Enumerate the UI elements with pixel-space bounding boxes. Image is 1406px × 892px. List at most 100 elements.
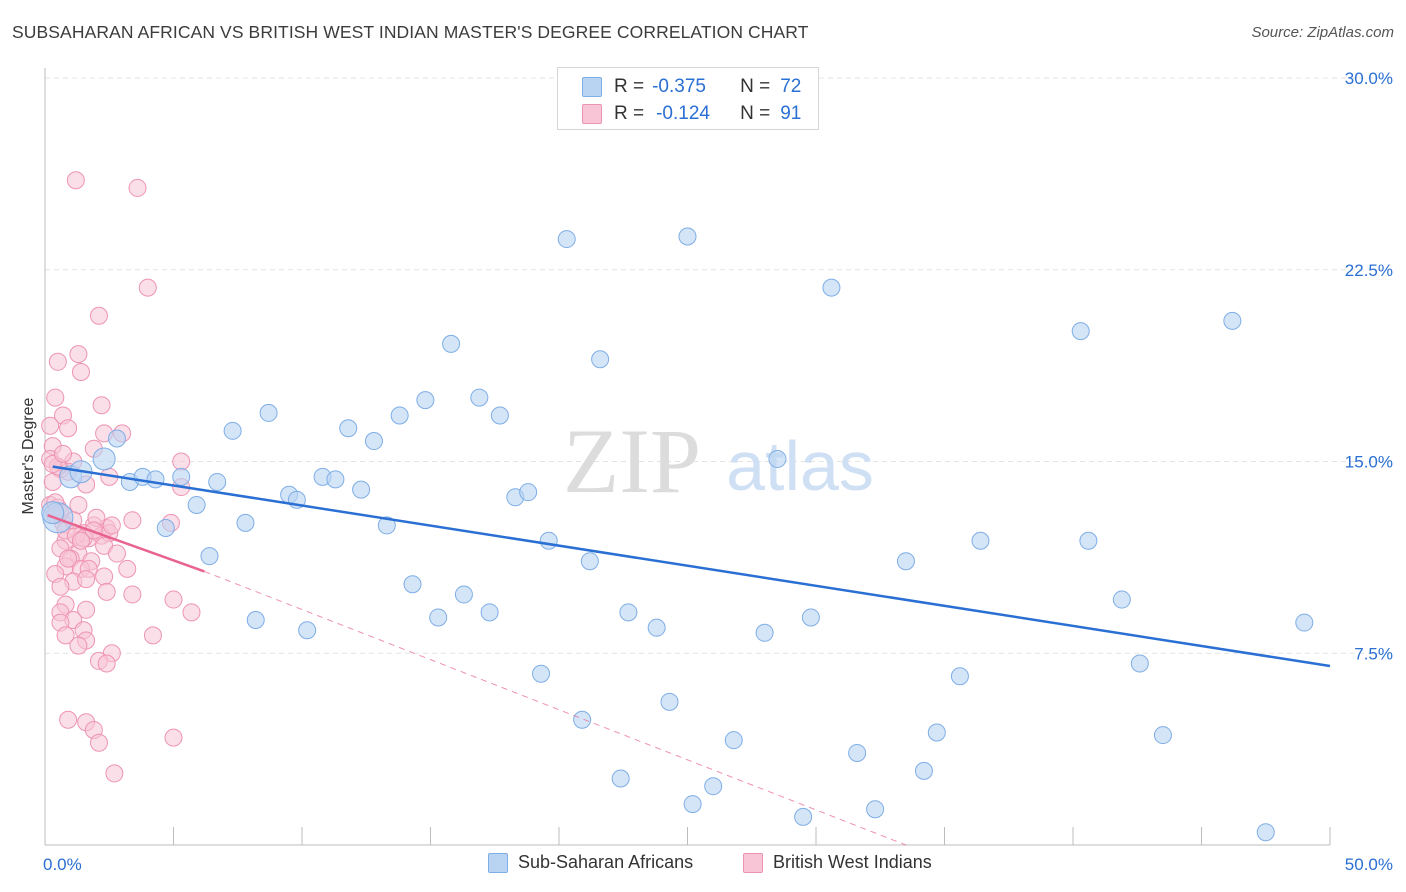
- data-point-sub-saharan: [896, 552, 915, 571]
- data-point-sub-saharan: [914, 761, 933, 780]
- legend-r-value: -0.124: [656, 103, 710, 124]
- data-point-sub-saharan: [678, 227, 697, 246]
- data-point-british-west-indian: [118, 559, 137, 578]
- data-point-sub-saharan: [532, 664, 551, 683]
- data-point-british-west-indian: [66, 171, 85, 190]
- trend-line-sub-saharan: [52, 465, 1331, 668]
- data-point-british-west-indian: [143, 626, 162, 645]
- correlation-legend: R = -0.375 N = 72 R = -0.124 N = 91: [557, 67, 819, 130]
- chart-source: Source: ZipAtlas.com: [1251, 24, 1394, 41]
- data-point-british-west-indian: [41, 416, 60, 435]
- data-point-sub-saharan: [442, 334, 461, 353]
- series-swatch-pink: [743, 852, 763, 873]
- data-point-sub-saharan: [187, 495, 206, 514]
- data-point-british-west-indian: [59, 419, 78, 438]
- data-point-sub-saharan: [172, 467, 191, 486]
- trend-line-british-west-indian-dashed: [204, 570, 907, 846]
- data-point-sub-saharan: [591, 350, 610, 369]
- data-point-sub-saharan: [539, 531, 558, 550]
- data-point-british-west-indian: [71, 363, 90, 382]
- data-point-british-west-indian: [69, 345, 88, 364]
- data-point-sub-saharan: [573, 710, 592, 729]
- data-point-sub-saharan: [1130, 654, 1149, 673]
- data-point-sub-saharan: [619, 603, 638, 622]
- data-point-british-west-indian: [164, 728, 183, 747]
- data-point-british-west-indian: [182, 603, 201, 622]
- data-point-sub-saharan: [326, 470, 345, 489]
- data-point-sub-saharan: [660, 692, 679, 711]
- series-legend-british-west-indian: British West Indians: [743, 852, 932, 873]
- series-label-sub-saharan: Sub-Saharan Africans: [518, 852, 694, 872]
- data-point-british-west-indian: [89, 733, 108, 752]
- data-point-british-west-indian: [48, 352, 67, 371]
- data-point-sub-saharan: [352, 480, 371, 499]
- data-point-sub-saharan: [246, 611, 265, 630]
- data-point-sub-saharan: [390, 406, 409, 425]
- data-point-sub-saharan: [801, 608, 820, 627]
- data-point-sub-saharan: [107, 429, 126, 448]
- data-point-sub-saharan: [755, 623, 774, 642]
- x-tick-label: 0.0%: [43, 855, 82, 874]
- data-point-sub-saharan: [768, 449, 787, 468]
- legend-r-value: -0.375: [652, 76, 706, 97]
- data-point-british-west-indian: [77, 570, 96, 589]
- data-point-sub-saharan: [454, 585, 473, 604]
- gridlines: [45, 77, 1393, 654]
- watermark-zip: ZIP: [563, 410, 701, 512]
- data-point-british-west-indian: [97, 654, 116, 673]
- legend-row-sub-saharan: R = -0.375 N = 72: [582, 75, 801, 99]
- data-point-sub-saharan: [223, 421, 242, 440]
- data-point-sub-saharan: [1223, 311, 1242, 330]
- data-point-sub-saharan: [490, 406, 509, 425]
- legend-swatch-pink: [582, 104, 602, 124]
- data-point-sub-saharan: [259, 403, 278, 422]
- watermark-atlas: atlas: [726, 427, 874, 505]
- data-point-british-west-indian: [164, 590, 183, 609]
- legend-n-value: 72: [780, 76, 802, 97]
- data-point-sub-saharan: [236, 513, 255, 532]
- data-point-sub-saharan: [339, 419, 358, 438]
- data-point-british-west-indian: [46, 388, 65, 407]
- data-point-british-west-indian: [59, 710, 78, 729]
- data-point-sub-saharan: [470, 388, 489, 407]
- data-point-sub-saharan: [971, 531, 990, 550]
- legend-r-label: R =: [614, 103, 645, 124]
- data-point-sub-saharan: [704, 777, 723, 796]
- y-tick-label: 7.5%: [1354, 644, 1393, 663]
- tick-labels: 7.5% 15.0% 22.5% 30.0% 0.0% 50.0%: [43, 69, 1393, 874]
- series-label-british-west-indian: British West Indians: [773, 852, 932, 872]
- data-point-sub-saharan: [927, 723, 946, 742]
- data-point-british-west-indian: [102, 516, 121, 535]
- data-point-sub-saharan: [724, 731, 743, 750]
- data-point-sub-saharan: [557, 230, 576, 249]
- legend-n-label: N =: [740, 76, 771, 97]
- data-point-british-west-indian: [69, 495, 88, 514]
- watermark: ZIP atlas: [563, 410, 874, 512]
- data-point-british-west-indian: [107, 544, 126, 563]
- data-point-british-west-indian: [56, 626, 75, 645]
- data-point-sub-saharan: [480, 603, 499, 622]
- chart-title: SUBSAHARAN AFRICAN VS BRITISH WEST INDIA…: [12, 22, 809, 42]
- data-point-british-west-indian: [92, 396, 111, 415]
- data-point-sub-saharan: [429, 608, 448, 627]
- y-axis-label: Master's Degree: [20, 397, 37, 514]
- y-tick-label: 15.0%: [1345, 453, 1393, 472]
- data-point-sub-saharan: [208, 472, 227, 491]
- data-point-sub-saharan: [377, 516, 396, 535]
- data-point-british-west-indian: [51, 577, 70, 596]
- data-point-sub-saharan: [364, 432, 383, 451]
- data-point-sub-saharan: [1071, 322, 1090, 341]
- y-tick-label: 22.5%: [1345, 261, 1393, 280]
- data-point-british-west-indian: [128, 178, 147, 197]
- data-point-british-west-indian: [138, 278, 157, 297]
- data-point-british-west-indian: [53, 444, 72, 463]
- data-point-sub-saharan: [200, 547, 219, 566]
- british-west-indians-points: [41, 171, 201, 783]
- data-point-british-west-indian: [105, 764, 124, 783]
- data-point-sub-saharan: [848, 743, 867, 762]
- data-point-british-west-indian: [59, 549, 78, 568]
- data-point-sub-saharan: [1153, 726, 1172, 745]
- series-legend: Sub-Saharan Africans British West Indian…: [0, 852, 1406, 876]
- trend-line-british-west-indian: [47, 514, 205, 573]
